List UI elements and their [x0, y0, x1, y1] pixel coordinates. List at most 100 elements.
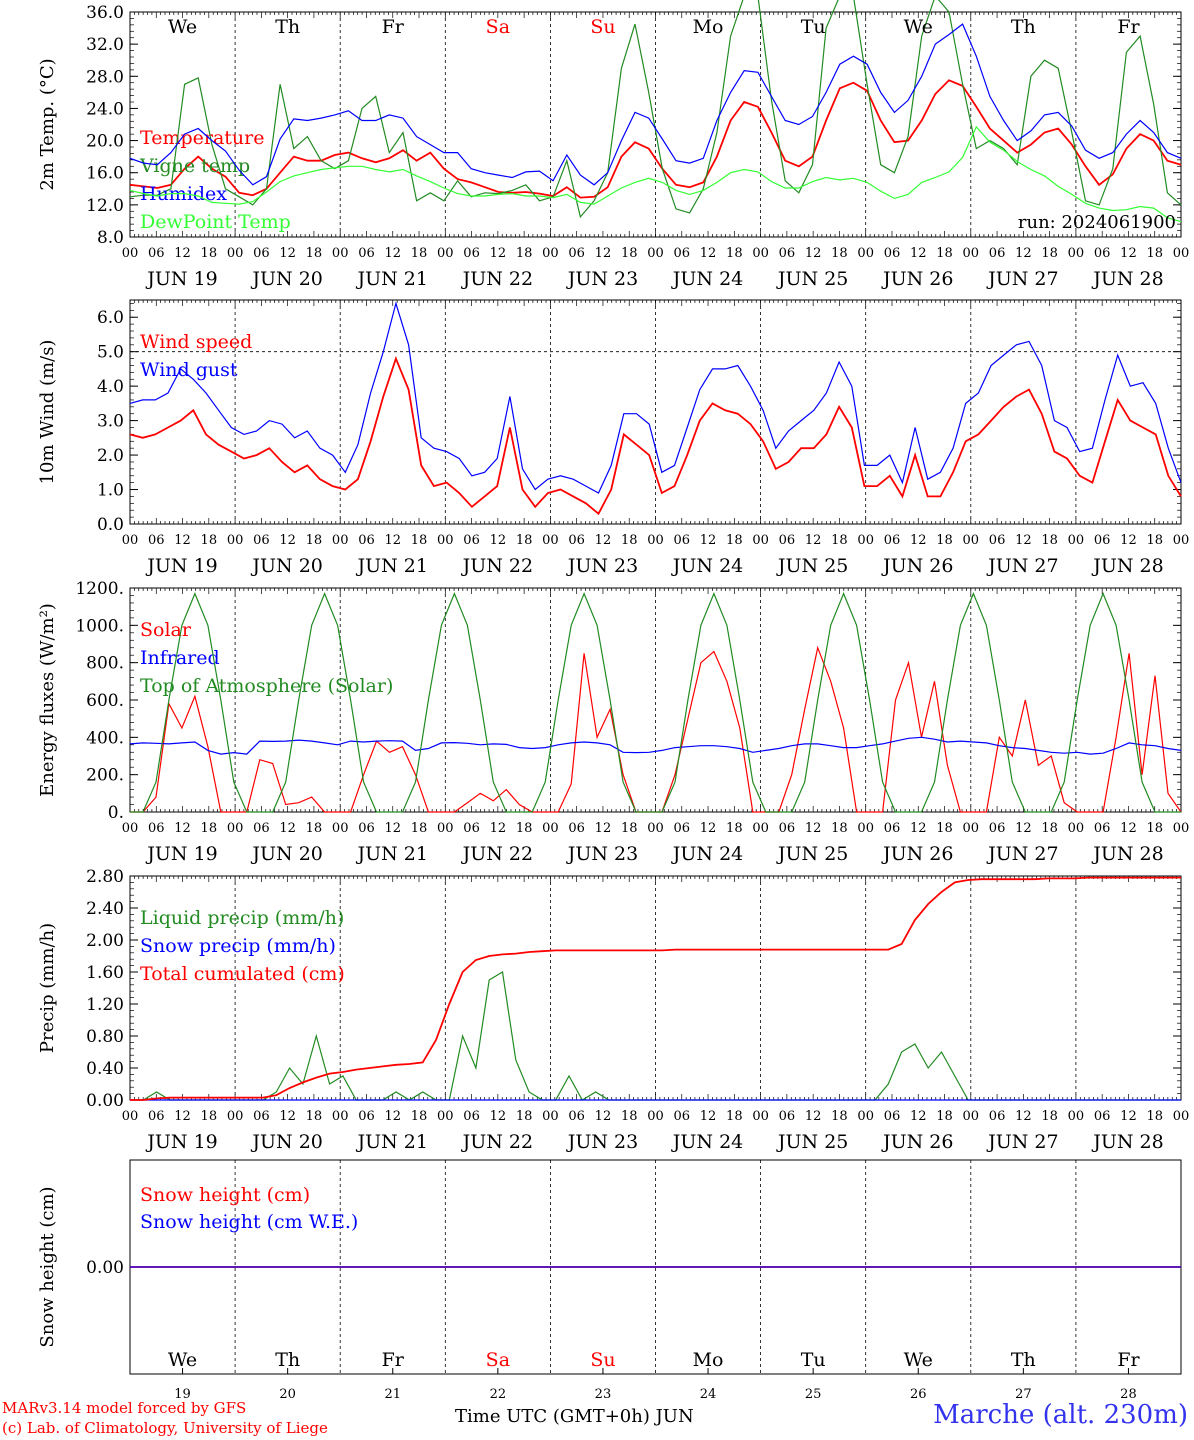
date-label: JUN 19 — [145, 843, 217, 865]
hour-tick-label: 06 — [148, 1109, 165, 1124]
hour-tick-label: 06 — [148, 533, 165, 548]
legend-entry: Top of Atmosphere (Solar) — [140, 675, 393, 697]
hour-tick-label: 06 — [989, 533, 1006, 548]
y-axis-label: Energy fluxes (W/m²) — [37, 603, 58, 797]
hour-tick-label: 12 — [910, 821, 927, 836]
hour-tick-label: 12 — [805, 821, 822, 836]
hour-tick-label: 00 — [752, 821, 769, 836]
hour-tick-label: 18 — [306, 1109, 323, 1124]
weekday-label: Th — [275, 1349, 300, 1371]
y-axis-label: 10m Wind (m/s) — [37, 340, 58, 485]
hour-tick-label: 00 — [437, 1109, 454, 1124]
series-line-wind-gust — [129, 301, 1182, 494]
hour-tick-label: 00 — [227, 246, 244, 261]
hour-tick-label: 18 — [201, 533, 218, 548]
date-label: JUN 24 — [671, 843, 743, 865]
hour-tick-label: 12 — [910, 246, 927, 261]
hour-tick-label: 00 — [227, 821, 244, 836]
hour-tick-label: 12 — [1120, 1109, 1137, 1124]
hour-tick-label: 12 — [279, 246, 296, 261]
date-label: JUN 23 — [566, 268, 638, 290]
hour-tick-label: 06 — [253, 1109, 270, 1124]
panel-frame-2 — [129, 587, 1182, 813]
weekday-label: Fr — [1117, 16, 1140, 38]
y-tick-label: 2.0 — [97, 446, 124, 466]
hour-tick-label: 06 — [884, 821, 901, 836]
hour-tick-label: 12 — [595, 533, 612, 548]
y-tick-label: 5.0 — [97, 343, 124, 363]
series-line-dewpoint-temp — [129, 125, 1182, 223]
y-tick-label: 3.0 — [97, 412, 124, 432]
date-label: JUN 26 — [881, 843, 953, 865]
date-label: JUN 23 — [566, 1131, 638, 1153]
legend-entry: Snow precip (mm/h) — [140, 935, 336, 957]
hour-tick-label: 12 — [174, 246, 191, 261]
day-number-label: 20 — [279, 1387, 296, 1400]
hour-tick-label: 06 — [779, 821, 796, 836]
y-tick-label: 0. — [108, 803, 124, 823]
weekday-label: Th — [275, 16, 300, 38]
hour-tick-label: 06 — [358, 533, 375, 548]
date-label: JUN 27 — [986, 555, 1058, 577]
hour-tick-label: 18 — [1041, 246, 1058, 261]
hour-tick-label: 12 — [490, 246, 507, 261]
hour-tick-label: 12 — [700, 1109, 717, 1124]
hour-tick-label: 18 — [411, 246, 428, 261]
hour-tick-label: 18 — [726, 533, 743, 548]
date-label: JUN 22 — [461, 843, 533, 865]
y-tick-label: 0.40 — [86, 1059, 124, 1079]
weekday-label: Sa — [486, 16, 510, 38]
hour-tick-label: 12 — [279, 533, 296, 548]
y-tick-label: 1.20 — [86, 995, 124, 1015]
weekday-label: Fr — [1117, 1349, 1140, 1371]
hour-tick-label: 06 — [568, 246, 585, 261]
hour-tick-label: 12 — [279, 821, 296, 836]
hour-tick-label: 00 — [122, 1109, 139, 1124]
date-label: JUN 28 — [1091, 843, 1163, 865]
date-label: JUN 25 — [776, 555, 848, 577]
hour-tick-label: 18 — [936, 246, 953, 261]
model-credit: MARv3.14 model forced by GFS — [2, 1399, 247, 1417]
x-axis-title: Time UTC (GMT+0h) JUN — [455, 1406, 694, 1427]
y-tick-label: 1.0 — [97, 481, 124, 501]
run-label: run: 2024061900 — [1018, 212, 1176, 233]
hour-tick-label: 06 — [568, 821, 585, 836]
hour-tick-label: 06 — [463, 533, 480, 548]
hour-tick-label: 12 — [805, 533, 822, 548]
hour-tick-label: 06 — [253, 533, 270, 548]
legend-entry: Wind gust — [140, 359, 238, 381]
date-label: JUN 20 — [250, 555, 322, 577]
hour-tick-label: 12 — [1120, 246, 1137, 261]
y-tick-label: 1200. — [75, 579, 124, 599]
legend-entry: Snow height (cm) — [140, 1184, 310, 1206]
weekday-label: Mo — [693, 16, 724, 38]
hour-tick-label: 06 — [568, 1109, 585, 1124]
legend-entry: Wind speed — [140, 331, 252, 353]
hour-tick-label: 00 — [1173, 821, 1190, 836]
hour-tick-label: 06 — [884, 1109, 901, 1124]
y-tick-label: 2.40 — [86, 899, 124, 919]
hour-tick-label: 12 — [384, 1109, 401, 1124]
hour-tick-label: 12 — [700, 533, 717, 548]
hour-tick-label: 00 — [542, 246, 559, 261]
hour-tick-label: 06 — [674, 533, 691, 548]
series-line-wind-speed — [129, 356, 1182, 516]
hour-tick-label: 12 — [910, 1109, 927, 1124]
hour-tick-label: 18 — [516, 533, 533, 548]
hour-tick-label: 18 — [1146, 821, 1163, 836]
hour-tick-label: 06 — [463, 246, 480, 261]
hour-tick-label: 18 — [621, 533, 638, 548]
y-tick-label: 400. — [86, 728, 124, 748]
hour-tick-label: 12 — [595, 246, 612, 261]
hour-tick-label: 06 — [358, 246, 375, 261]
day-number-label: 27 — [1015, 1387, 1032, 1400]
hour-tick-label: 12 — [174, 533, 191, 548]
weekday-label: We — [168, 1349, 197, 1371]
weekday-label: We — [168, 16, 197, 38]
legend-entry: DewPoint Temp — [140, 211, 291, 233]
date-label: JUN 21 — [356, 268, 428, 290]
meteogram-chart: 8.0 12.0 16.0 20.0 24.0 28.0 32.0 36.0 2m Temp. … — [37, 0, 1190, 1400]
hour-tick-label: 18 — [201, 821, 218, 836]
hour-tick-label: 12 — [174, 1109, 191, 1124]
hour-tick-label: 00 — [647, 246, 664, 261]
